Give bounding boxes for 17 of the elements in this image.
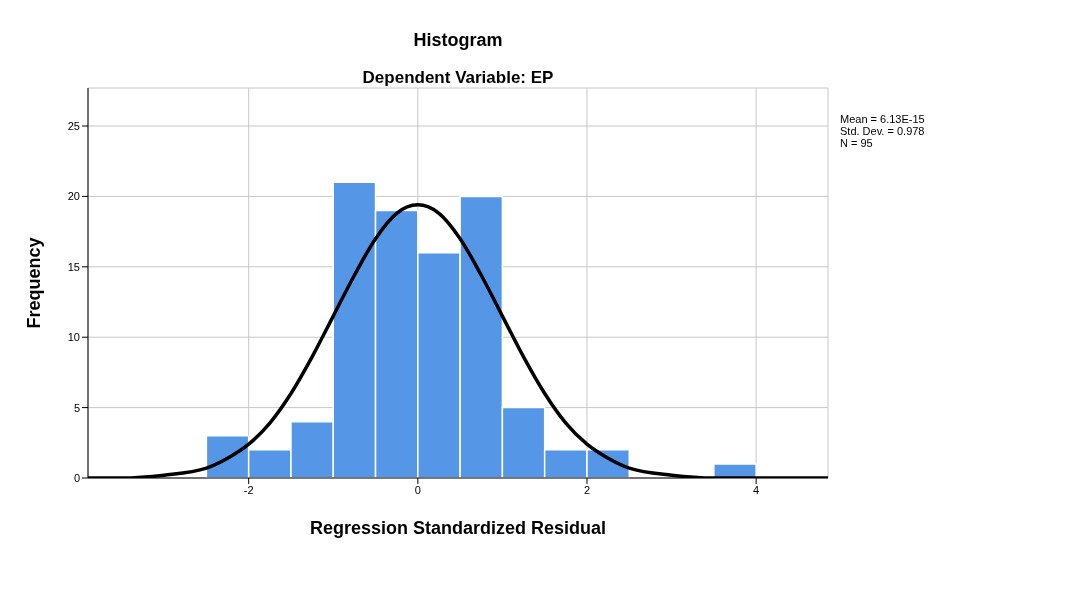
- y-axis-title: Frequency: [24, 237, 45, 329]
- x-axis-title: Regression Standardized Residual: [309, 518, 607, 538]
- x-tick-label: -2: [243, 483, 254, 496]
- x-tick-label: 0: [414, 483, 421, 496]
- text: N = 95: [840, 137, 874, 149]
- y-tick-label: 25: [67, 119, 80, 132]
- chart-subtitle: Dependent Variable: EP: [361, 68, 555, 88]
- y-tick-label: 5: [73, 401, 80, 414]
- y-tick-label: 10: [67, 331, 80, 344]
- y-tick-label: 15: [67, 260, 80, 273]
- text: Mean = 6.13E-15: [840, 113, 925, 125]
- y-tick-label: 20: [67, 190, 80, 203]
- y-tick-label: 0: [73, 471, 80, 484]
- text: Std. Dev. = 0.978: [840, 125, 925, 137]
- x-tick-label: 4: [753, 483, 760, 496]
- chart-title: Histogram: [412, 30, 504, 51]
- x-tick-label: 2: [583, 483, 591, 496]
